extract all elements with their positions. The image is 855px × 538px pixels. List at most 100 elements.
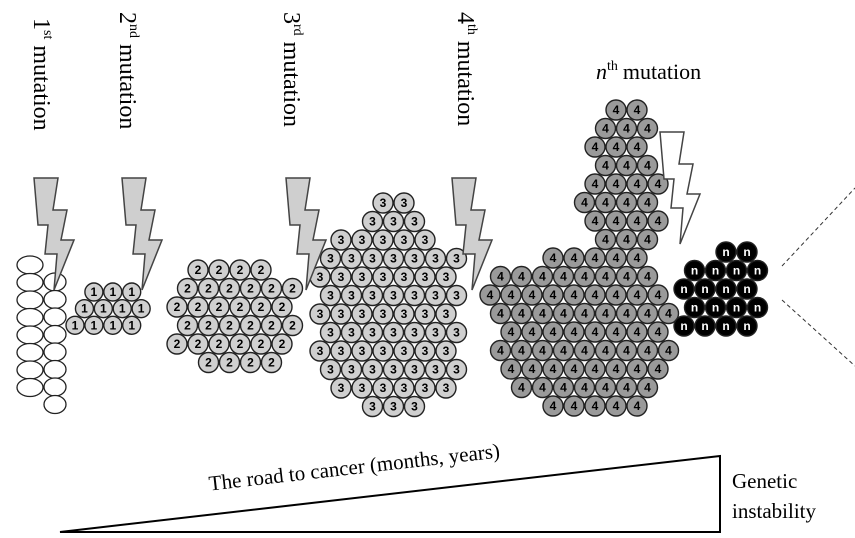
clone-cell: 3 bbox=[373, 267, 393, 287]
clone-cell: 3 bbox=[426, 323, 446, 343]
cell-label: 3 bbox=[327, 326, 334, 340]
clone-cell: 3 bbox=[331, 341, 351, 361]
clone-cell: 4 bbox=[575, 304, 595, 324]
cell-label: 3 bbox=[422, 344, 429, 358]
clone-cell: 2 bbox=[167, 297, 187, 317]
nth-word: mutation bbox=[623, 59, 701, 84]
mutation-label: 1stmutation bbox=[28, 18, 55, 131]
cell-label: 3 bbox=[380, 233, 387, 247]
clone-cell: 4 bbox=[627, 322, 647, 342]
cell-label: 2 bbox=[205, 319, 212, 333]
clone-cell: 3 bbox=[373, 378, 393, 398]
cell-label: 3 bbox=[380, 270, 387, 284]
cell-label: n bbox=[701, 319, 708, 333]
cell-label: 2 bbox=[247, 282, 254, 296]
cell-label: 4 bbox=[571, 325, 578, 339]
normal-cell bbox=[17, 274, 43, 292]
clone-cell: 2 bbox=[262, 353, 282, 373]
clone-cell: 4 bbox=[543, 248, 563, 268]
cell-label: 1 bbox=[128, 318, 135, 332]
normal-cell bbox=[44, 361, 66, 379]
cell-label: 4 bbox=[655, 288, 662, 302]
cell-label: 4 bbox=[571, 288, 578, 302]
normal-cell bbox=[17, 361, 43, 379]
clone-cell: 4 bbox=[617, 156, 637, 176]
cell-label: n bbox=[722, 282, 729, 296]
cell-label: 3 bbox=[453, 289, 460, 303]
mutation-bolt bbox=[122, 178, 162, 290]
cell-label: 3 bbox=[359, 270, 366, 284]
clone-cell: 4 bbox=[533, 304, 553, 324]
cell-label: 4 bbox=[581, 307, 588, 321]
cell-label: 4 bbox=[634, 214, 641, 228]
cell-label: 4 bbox=[634, 399, 641, 413]
cell-label: 3 bbox=[338, 344, 345, 358]
cell-label: 4 bbox=[592, 362, 599, 376]
cell-label: 1 bbox=[100, 302, 107, 316]
clone-cell: 2 bbox=[230, 260, 250, 280]
clone-cell: 3 bbox=[436, 267, 456, 287]
clone-cell: 4 bbox=[648, 285, 668, 305]
cell-label: 1 bbox=[91, 285, 98, 299]
clone-cell: 3 bbox=[426, 249, 446, 269]
cell-label: 3 bbox=[380, 381, 387, 395]
instability-label: instability bbox=[732, 499, 817, 523]
clone-cell: 4 bbox=[638, 341, 658, 361]
clone-cell: n bbox=[748, 261, 768, 281]
clone-cell: n bbox=[737, 279, 757, 299]
cell-label: 3 bbox=[380, 344, 387, 358]
cell-label: 2 bbox=[237, 263, 244, 277]
clone-cell: 3 bbox=[405, 249, 425, 269]
mutation-suffix: nd bbox=[126, 24, 141, 38]
cell-label: 4 bbox=[623, 381, 630, 395]
clone-cell: n bbox=[716, 279, 736, 299]
clone-cell: 2 bbox=[241, 353, 261, 373]
cell-label: 2 bbox=[258, 263, 265, 277]
cell-label: 4 bbox=[634, 251, 641, 265]
cell-label: 4 bbox=[497, 307, 504, 321]
clone-cell: 4 bbox=[606, 211, 626, 231]
cell-label: 4 bbox=[623, 196, 630, 210]
clone-cell: 2 bbox=[230, 334, 250, 354]
clone-cell: 1 bbox=[113, 300, 131, 318]
cell-label: 3 bbox=[348, 363, 355, 377]
cell-label: 3 bbox=[411, 326, 418, 340]
cell-label: 4 bbox=[571, 399, 578, 413]
clone-cell: 3 bbox=[426, 286, 446, 306]
clone-cell: 1 bbox=[123, 283, 141, 301]
clone-cell: 1 bbox=[104, 316, 122, 334]
cell-label: 3 bbox=[338, 270, 345, 284]
mutation-suffix: st bbox=[40, 30, 55, 39]
cell-label: 4 bbox=[644, 344, 651, 358]
cell-label: 4 bbox=[592, 177, 599, 191]
cell-label: 3 bbox=[401, 307, 408, 321]
clone-cell: 4 bbox=[501, 359, 521, 379]
clone-cell: n bbox=[674, 279, 694, 299]
clone-cell: 4 bbox=[543, 396, 563, 416]
cell-label: 3 bbox=[401, 233, 408, 247]
clone-cell: 4 bbox=[564, 396, 584, 416]
clone-cell: 4 bbox=[638, 156, 658, 176]
clone-cell: 4 bbox=[596, 304, 616, 324]
clone-cell: 3 bbox=[352, 267, 372, 287]
clone-cell: 3 bbox=[436, 341, 456, 361]
clone-cell: 3 bbox=[394, 193, 414, 213]
cell-label: 3 bbox=[317, 270, 324, 284]
clone-cell: 3 bbox=[447, 286, 467, 306]
cell-label: 4 bbox=[602, 270, 609, 284]
cell-label: 4 bbox=[602, 159, 609, 173]
cell-label: 3 bbox=[338, 233, 345, 247]
cell-label: n bbox=[722, 319, 729, 333]
cell-label: 1 bbox=[81, 302, 88, 316]
clone-cell: 3 bbox=[436, 304, 456, 324]
clone-cell: 4 bbox=[543, 322, 563, 342]
cell-label: 4 bbox=[644, 196, 651, 210]
cell-label: 2 bbox=[184, 319, 191, 333]
clone-cell: 4 bbox=[596, 230, 616, 250]
clone-cell: 3 bbox=[405, 286, 425, 306]
cell-label: 4 bbox=[529, 325, 536, 339]
clone-cell: 4 bbox=[596, 156, 616, 176]
cell-label: 4 bbox=[613, 140, 620, 154]
clone-cell: 4 bbox=[648, 359, 668, 379]
clone-cell: 4 bbox=[617, 304, 637, 324]
